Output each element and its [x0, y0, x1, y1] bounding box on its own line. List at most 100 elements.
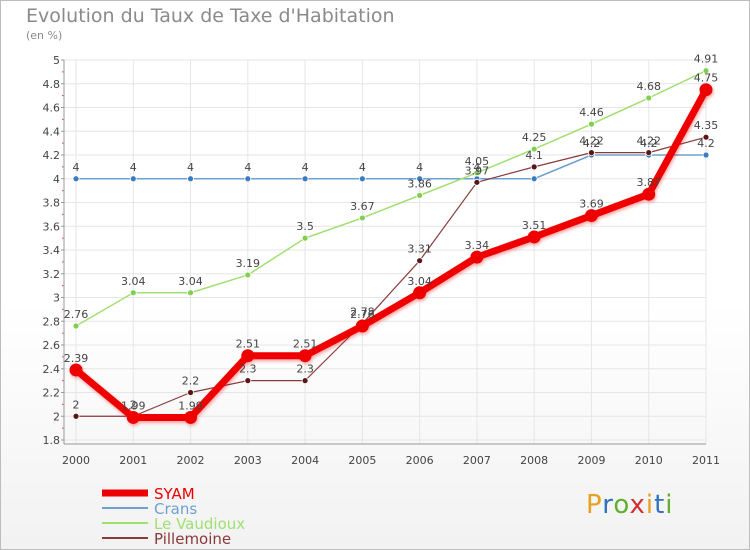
- data-label: 2.2: [182, 375, 200, 388]
- data-label: 4.2: [697, 137, 715, 150]
- data-label: 3.51: [522, 219, 547, 232]
- logo-letter: i: [665, 490, 674, 520]
- data-point: [588, 149, 595, 157]
- y-tick-label: 4: [53, 173, 60, 186]
- data-label: 4.91: [694, 53, 719, 66]
- data-label: 4.1: [525, 149, 543, 162]
- data-label: 2.78: [350, 306, 375, 319]
- data-label: 2: [130, 398, 137, 411]
- data-label: 1.99: [121, 399, 146, 412]
- data-label: 2.51: [236, 338, 261, 351]
- y-tick-label: 2.2: [43, 387, 61, 400]
- x-tick-label: 2011: [692, 454, 720, 467]
- y-tick-label: 4.4: [43, 125, 61, 138]
- data-label: 3.67: [350, 200, 375, 213]
- series-layer: [69, 67, 713, 424]
- data-label: 2.76: [350, 308, 375, 321]
- data-point: [184, 410, 198, 424]
- data-point: [358, 214, 366, 222]
- legend-label: Pillemoine: [154, 530, 231, 548]
- data-point: [301, 175, 309, 183]
- data-point: [72, 322, 80, 330]
- x-tick-label: 2010: [635, 454, 663, 467]
- data-point: [645, 149, 653, 157]
- chart-subtitle: (en %): [26, 29, 63, 42]
- data-label: 2: [73, 398, 80, 411]
- data-label: 2.76: [64, 308, 89, 321]
- data-point: [72, 175, 80, 183]
- series-line: [75, 70, 707, 327]
- data-point: [642, 187, 656, 201]
- data-label: 3.5: [296, 220, 314, 233]
- logo-letter: o: [613, 490, 630, 520]
- legend-item-pillemoine: Pillemoine: [102, 530, 231, 548]
- data-label: 4: [416, 161, 423, 174]
- data-label: 2.3: [239, 363, 257, 376]
- data-label: 4.46: [579, 106, 604, 119]
- data-point: [702, 133, 710, 141]
- y-tick-label: 4.2: [43, 149, 61, 162]
- x-tick-label: 2000: [62, 454, 90, 467]
- data-point: [298, 349, 312, 363]
- y-tick-label: 4.6: [43, 102, 61, 115]
- legend-label: SYAM: [154, 485, 195, 503]
- legend-item-crans: Crans: [102, 500, 197, 518]
- y-tick-label: 1.8: [43, 434, 61, 447]
- data-point: [416, 257, 424, 265]
- data-point: [69, 363, 83, 377]
- data-point: [702, 151, 710, 159]
- data-label: 2.39: [64, 352, 89, 365]
- data-point: [72, 412, 80, 420]
- data-label: 4.25: [522, 131, 547, 144]
- data-label: 3.69: [579, 198, 604, 211]
- data-point: [530, 145, 538, 153]
- data-label: 2.3: [296, 363, 314, 376]
- x-tick-label: 2009: [577, 454, 605, 467]
- data-point: [470, 250, 484, 264]
- data-point: [702, 67, 710, 75]
- data-label: 4.2: [640, 137, 658, 150]
- data-label: 3.19: [236, 257, 261, 270]
- data-point: [645, 94, 653, 102]
- x-tick-label: 2005: [348, 454, 376, 467]
- data-label: 4: [187, 161, 194, 174]
- data-label: 3.34: [465, 239, 490, 252]
- x-tick-label: 2003: [234, 454, 262, 467]
- data-label: 4: [244, 161, 251, 174]
- data-label: 4: [302, 161, 309, 174]
- y-tick-label: 3: [53, 292, 60, 305]
- data-point: [126, 410, 140, 424]
- data-point: [413, 286, 427, 300]
- data-label: 4: [73, 161, 80, 174]
- series-le-vaudioux: [72, 67, 710, 330]
- series-crans: [72, 151, 710, 183]
- data-label: 4.2: [583, 137, 601, 150]
- data-point: [301, 377, 309, 385]
- data-point: [588, 120, 595, 128]
- data-point: [584, 209, 598, 223]
- data-point: [244, 377, 252, 385]
- data-point: [699, 83, 713, 97]
- data-label: 4: [130, 161, 137, 174]
- data-label: 4.68: [636, 80, 661, 93]
- data-point: [416, 191, 424, 199]
- data-point: [530, 175, 538, 183]
- data-point: [129, 289, 137, 297]
- axes: 1.822.22.42.62.833.23.43.63.844.24.44.64…: [43, 54, 721, 467]
- data-label: 4.22: [579, 135, 604, 148]
- proxiti-logo: Proxiti: [586, 490, 674, 520]
- chart-title: Evolution du Taux de Taxe d'Habitation: [26, 5, 395, 27]
- data-point: [355, 319, 369, 333]
- legend-label: Crans: [154, 500, 197, 518]
- data-point: [244, 175, 252, 183]
- data-point: [473, 169, 481, 177]
- x-tick-label: 2006: [406, 454, 434, 467]
- data-point: [301, 234, 309, 242]
- data-point: [129, 175, 137, 183]
- y-tick-label: 3.6: [43, 220, 61, 233]
- data-point: [241, 349, 255, 363]
- data-point: [244, 271, 252, 279]
- data-labels: 4 4 4 4 4 4 4 4 4.2 4.2 4.2 2.76 3.04 3.04 3.19 3.5 3.67…: [64, 53, 719, 413]
